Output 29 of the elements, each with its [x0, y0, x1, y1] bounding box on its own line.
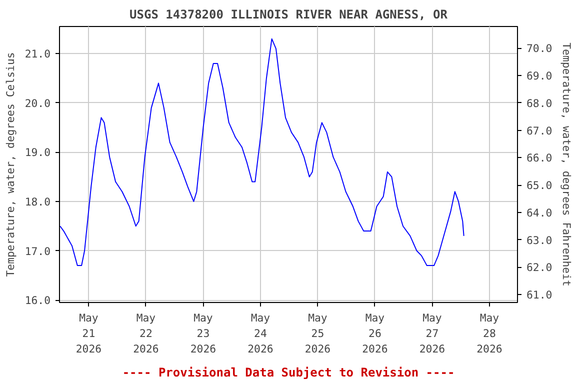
y-tick-label: 18.0	[24, 195, 51, 208]
y-tick-label: 20.0	[24, 96, 51, 110]
y-tick-label: 16.0	[24, 294, 51, 308]
x-tick-label: May 27 2026	[419, 312, 446, 356]
chart-title: USGS 14378200 ILLINOIS RIVER NEAR AGNESS, OR	[130, 8, 448, 22]
y2-tick-label: 61.0	[526, 288, 552, 302]
x-tick-label: May 25 2026	[304, 312, 331, 356]
y2-tick-label: 69.0	[526, 70, 552, 83]
y2-tick-label: 67.0	[526, 124, 552, 138]
x-tick-label: May 23 2026	[190, 312, 216, 356]
y-tick-label: 17.0	[24, 244, 51, 258]
y2-tick-label: 63.0	[526, 234, 552, 247]
y2-tick-label: 62.0	[526, 261, 552, 274]
y-tick-label: 21.0	[24, 48, 51, 61]
x-tick-label: May 22 2026	[133, 312, 159, 356]
y2-tick-label: 64.0	[526, 206, 552, 220]
y2-tick-label: 70.0	[526, 42, 552, 56]
x-tick-label: May 24 2026	[248, 312, 274, 356]
x-tick-label: May 28 2026	[476, 312, 502, 356]
x-tick-label: May 26 2026	[362, 312, 388, 356]
y2-tick-label: 65.0	[526, 179, 552, 192]
y2-tick-label: 68.0	[526, 96, 552, 110]
y-axis-title: Temperature, water, degrees Celsius	[4, 52, 17, 277]
y2-tick-label: 66.0	[526, 152, 552, 165]
y-tick-label: 19.0	[24, 146, 51, 160]
x-tick-label: May 21 2026	[76, 312, 102, 356]
text: ---- Provisional Data Subject to Revision ----	[122, 366, 455, 380]
line-series	[60, 38, 464, 266]
y2-axis-title: Temperature, water, degrees Fahrenheit	[560, 42, 574, 286]
